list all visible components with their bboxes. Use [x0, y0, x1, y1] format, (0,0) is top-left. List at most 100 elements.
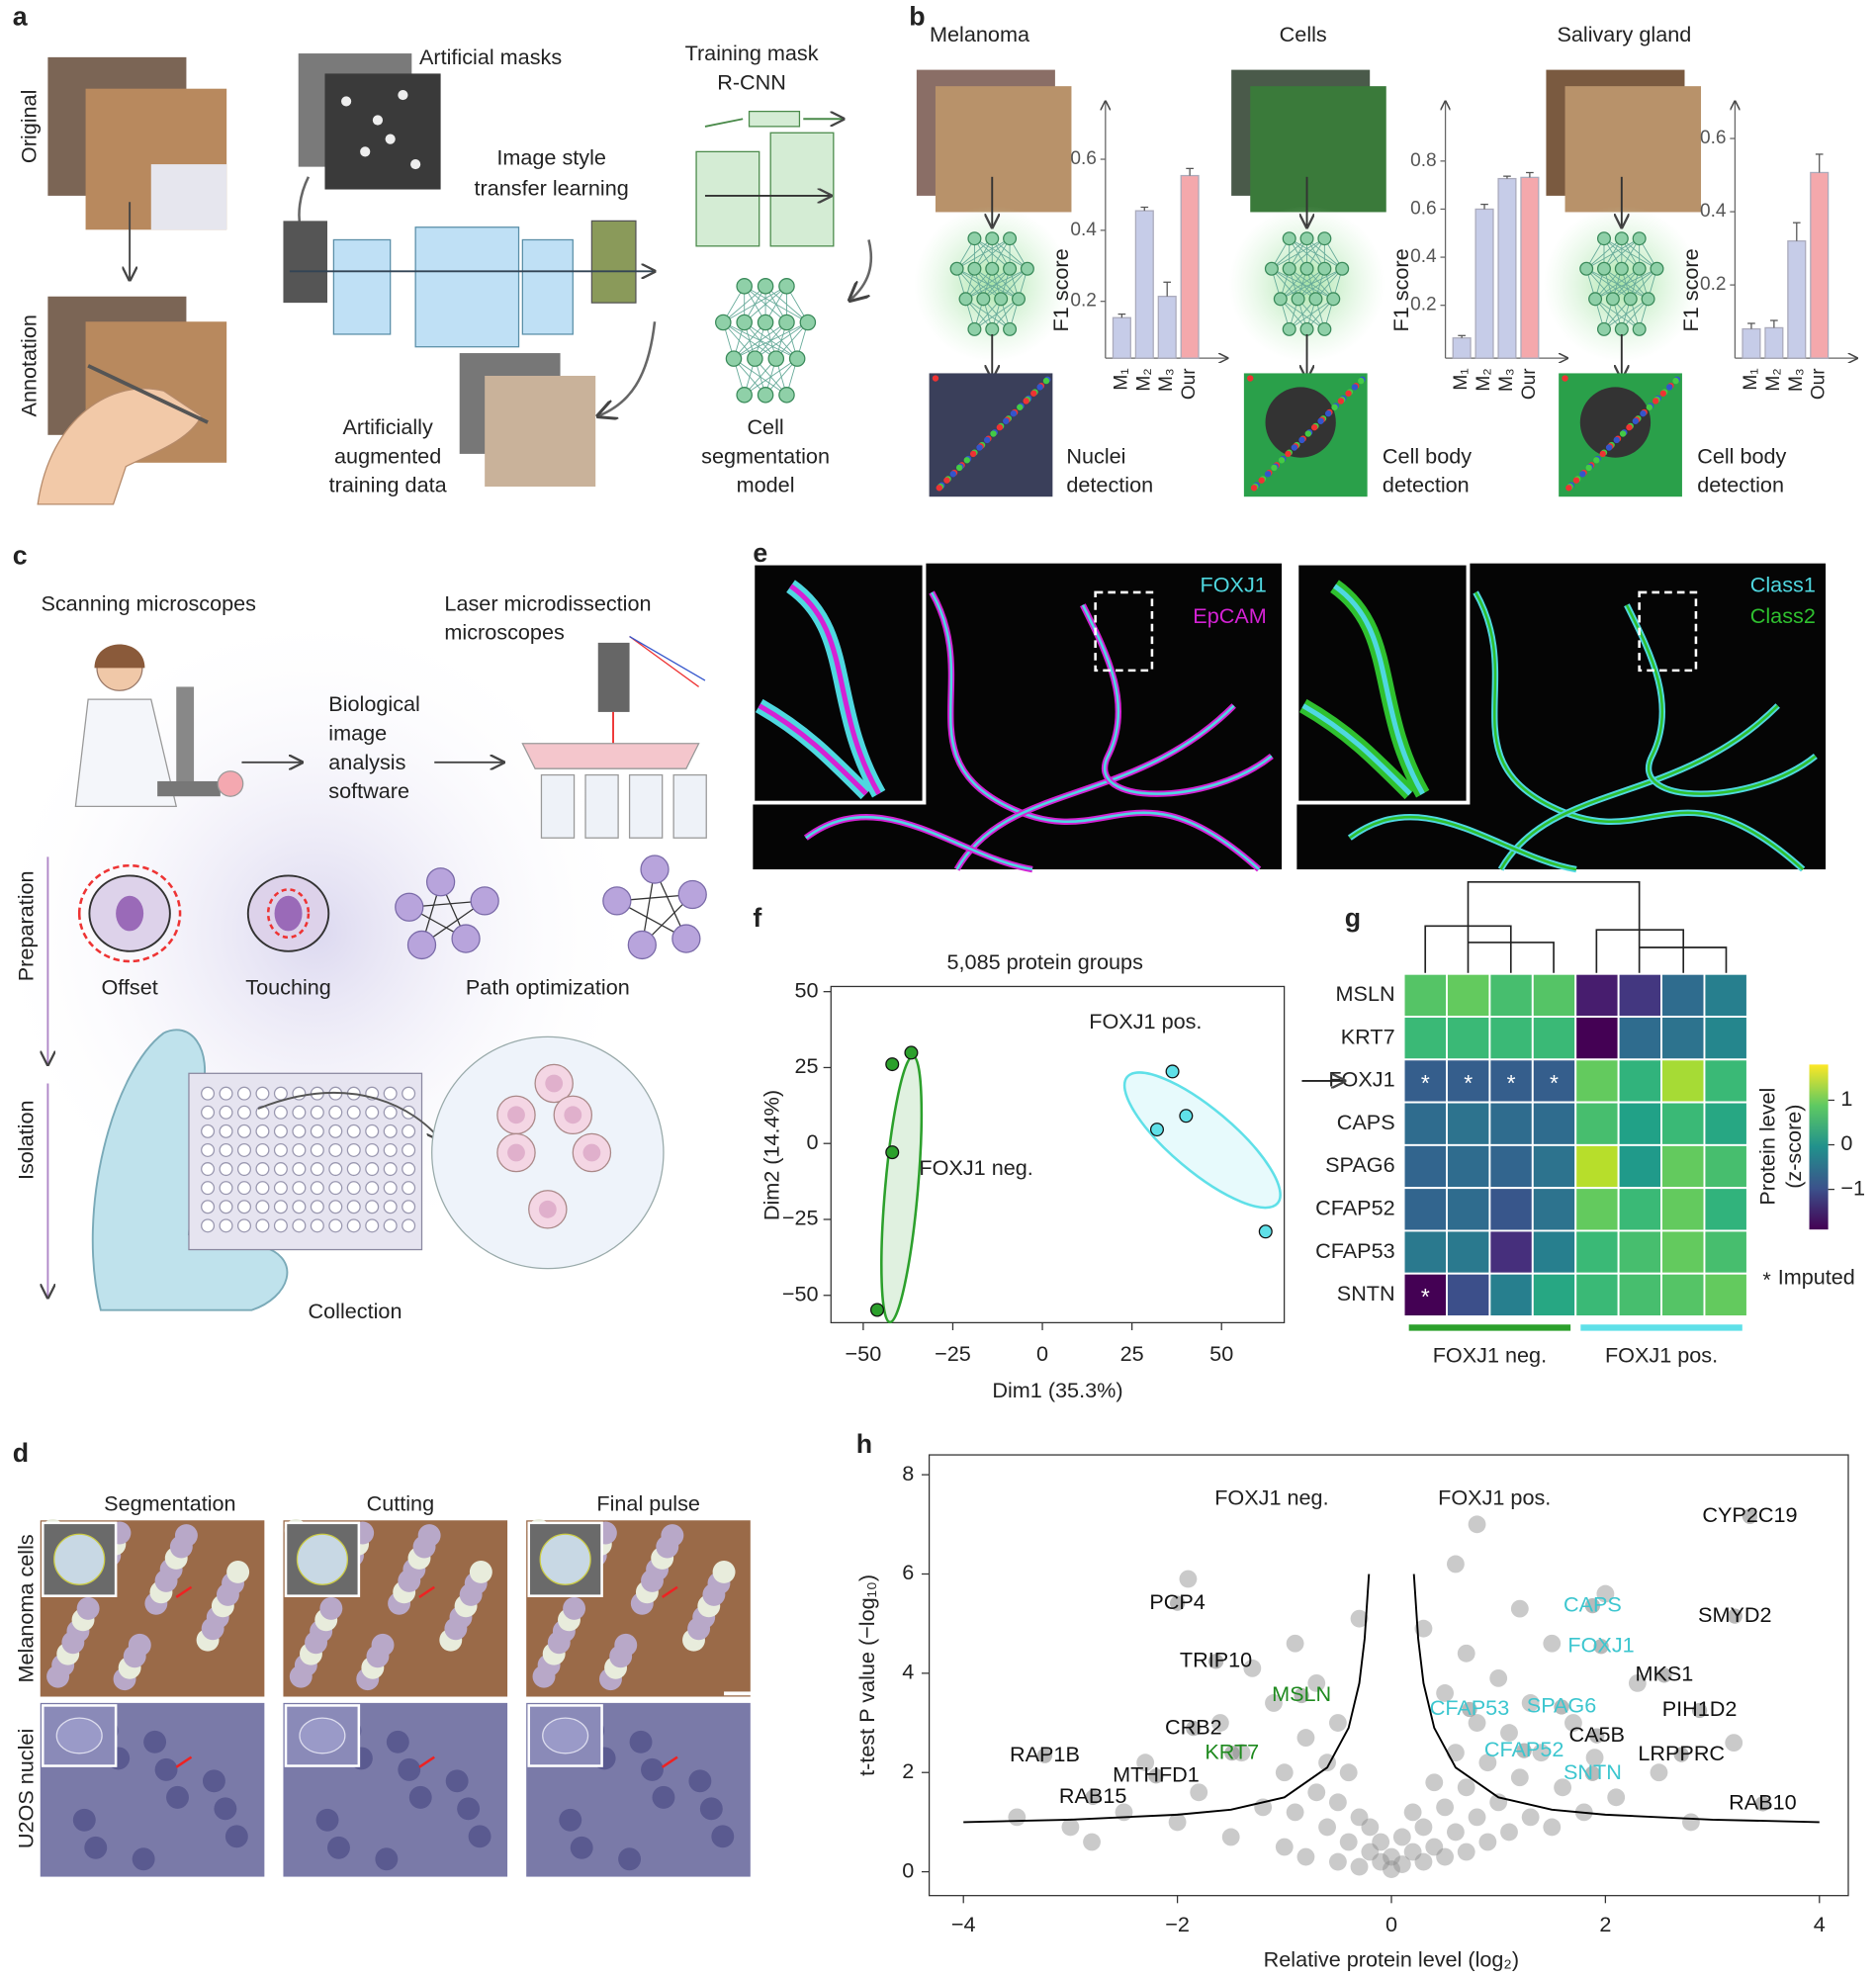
- illustration: [629, 1730, 653, 1753]
- imputed-marker: *: [1507, 1070, 1516, 1096]
- imputed-marker: *: [1550, 1070, 1559, 1096]
- petri-dish: [431, 1035, 665, 1270]
- illustration: [932, 375, 939, 382]
- illustration: [1271, 464, 1278, 472]
- illustration: [1572, 477, 1580, 484]
- series-label: FOXJ1 neg.: [919, 1155, 1032, 1180]
- heatmap-cell: [1531, 1229, 1577, 1275]
- well: [219, 1086, 233, 1101]
- illustration: [584, 773, 619, 839]
- point: [1500, 1724, 1518, 1742]
- heatmap-cell: [1703, 1016, 1748, 1061]
- illustration: [695, 150, 760, 247]
- gene-label: PCP4: [1149, 1589, 1206, 1614]
- point: [1500, 1823, 1518, 1842]
- row-label: MSLN: [1336, 981, 1395, 1006]
- heatmap-cell: [1617, 1101, 1663, 1146]
- bar: [1520, 176, 1540, 359]
- point: [1478, 1833, 1497, 1851]
- point: [1489, 1793, 1508, 1812]
- bar: [1742, 327, 1761, 359]
- nucleus: [545, 1074, 564, 1093]
- well: [219, 1162, 233, 1177]
- well: [255, 1086, 270, 1101]
- heatmap-cell: [1488, 1143, 1534, 1190]
- heatmap-cell: [1703, 1143, 1748, 1190]
- well: [292, 1105, 307, 1120]
- network-node: [1632, 261, 1647, 276]
- network-node: [1596, 231, 1612, 246]
- axis-label: F1 score: [1388, 248, 1413, 331]
- threshold-line: [963, 1573, 1371, 1824]
- illustration: [1331, 404, 1338, 410]
- point: [1179, 1109, 1194, 1124]
- gene-label: PIH1D2: [1662, 1696, 1738, 1721]
- pointer: [661, 1755, 678, 1768]
- point: [1221, 1828, 1240, 1846]
- pointer: [175, 1755, 193, 1768]
- point: [1725, 1734, 1743, 1753]
- heatmap-cell: [1446, 972, 1491, 1018]
- illustration: [1003, 417, 1010, 424]
- network-node: [1614, 261, 1629, 276]
- illustration: [1278, 457, 1286, 464]
- illustration: [1613, 436, 1620, 444]
- channel-label: FOXJ1: [1200, 572, 1266, 596]
- well: [310, 1105, 324, 1120]
- x-tick-label: −50: [846, 1341, 882, 1366]
- bar: [1112, 316, 1131, 359]
- illustration: [672, 773, 707, 839]
- heatmap-cell: [1574, 1229, 1620, 1275]
- illustration: [1564, 86, 1702, 213]
- panel-label: b: [909, 1, 925, 31]
- point: [1564, 1714, 1582, 1732]
- heatmap-cell: [1402, 1143, 1448, 1190]
- well: [365, 1124, 380, 1138]
- illustration: [332, 238, 392, 335]
- well: [255, 1200, 270, 1214]
- well: [402, 1218, 416, 1233]
- y-tick-label: 0: [807, 1129, 819, 1154]
- well: [402, 1181, 416, 1196]
- ellipse: [1122, 1071, 1282, 1210]
- panel-label: a: [13, 1, 29, 31]
- threshold-line: [1412, 1573, 1820, 1824]
- channel-label: Class1: [1750, 572, 1816, 596]
- label: microscopes: [444, 620, 565, 645]
- label: Preparation: [14, 870, 39, 981]
- illustration: [1562, 375, 1568, 382]
- well: [310, 1142, 324, 1157]
- illustration: [360, 146, 371, 157]
- imputed-marker: *: [1421, 1070, 1430, 1096]
- network-edge: [991, 237, 1028, 270]
- well: [219, 1218, 233, 1233]
- gene-label: RAB10: [1729, 1790, 1797, 1815]
- heatmap-cell: [1488, 1229, 1534, 1275]
- point: [1275, 1838, 1294, 1856]
- imputed-marker: *: [1421, 1284, 1430, 1309]
- network-node: [757, 278, 774, 295]
- point: [1275, 1763, 1294, 1782]
- laser: [629, 635, 706, 681]
- illustration: [398, 89, 408, 101]
- point: [1083, 1833, 1101, 1851]
- illustration: [324, 73, 441, 190]
- network-edge: [1603, 268, 1649, 300]
- gene-point: [1656, 1667, 1672, 1683]
- well: [219, 1105, 233, 1120]
- label: training data: [329, 473, 448, 497]
- panel-label: g: [1345, 903, 1361, 933]
- x-tick-label: M₁: [1111, 368, 1131, 390]
- well: [201, 1162, 216, 1177]
- illustration: [712, 1561, 736, 1583]
- point: [1372, 1852, 1390, 1871]
- well: [292, 1124, 307, 1138]
- network-node: [1579, 261, 1594, 276]
- point: [870, 1303, 885, 1317]
- row-label: CFAP53: [1315, 1238, 1395, 1263]
- illustration: [457, 1797, 481, 1821]
- y-tick-label: 0.4: [1070, 220, 1097, 240]
- bar: [1180, 174, 1200, 359]
- well: [346, 1105, 361, 1120]
